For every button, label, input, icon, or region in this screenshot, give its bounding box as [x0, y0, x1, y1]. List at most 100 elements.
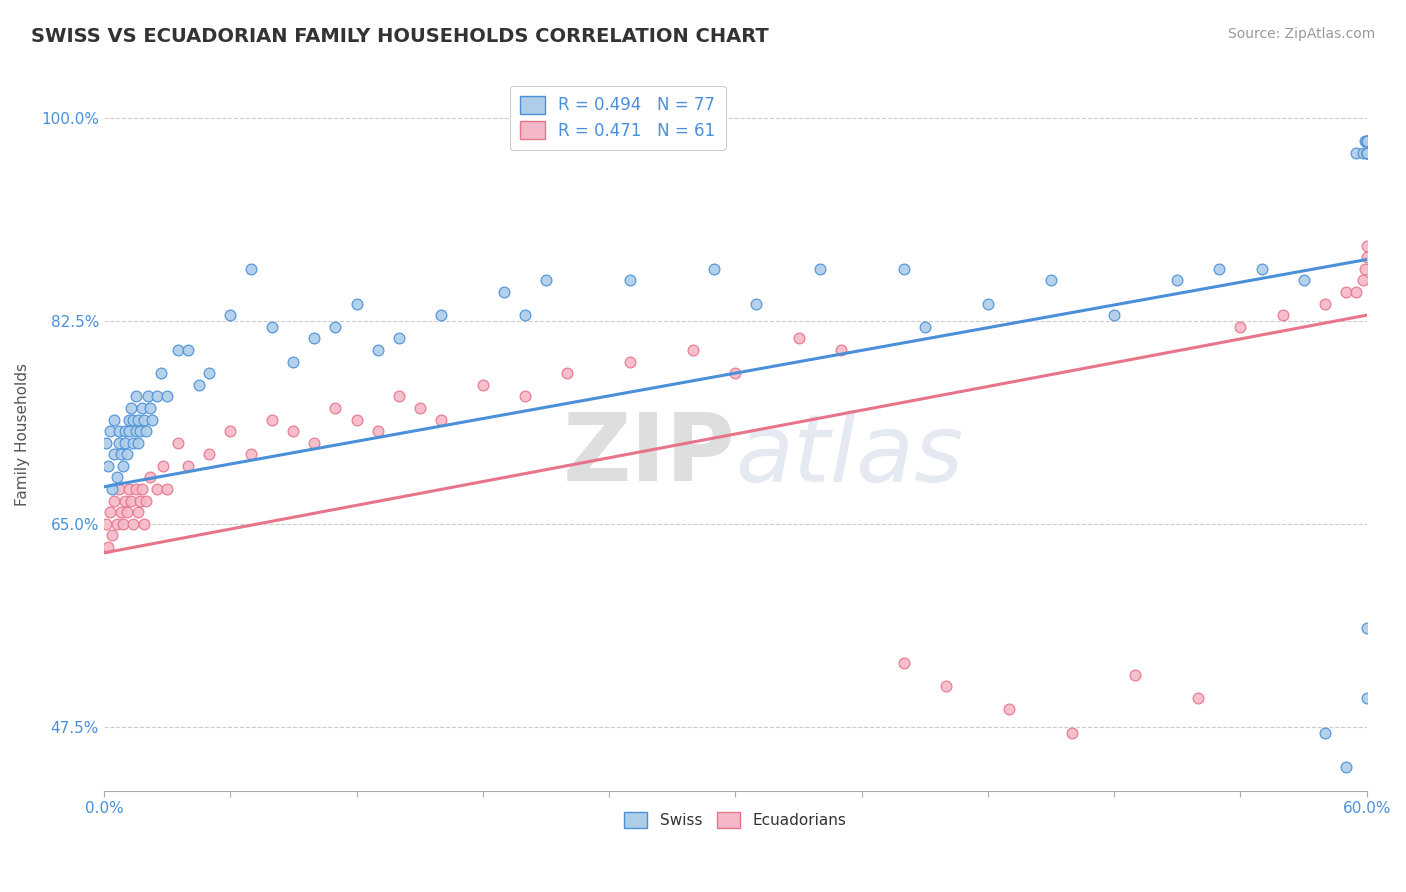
- Point: [1355, 250, 1378, 264]
- Point: [110, 447, 132, 461]
- Point: [187, 377, 209, 392]
- Point: [1354, 261, 1376, 276]
- Point: [110, 505, 132, 519]
- Point: [114, 435, 136, 450]
- Point: [1346, 285, 1368, 299]
- Point: [166, 343, 188, 357]
- Y-axis label: Family Households: Family Households: [15, 362, 30, 506]
- Point: [135, 493, 157, 508]
- Point: [156, 482, 179, 496]
- Point: [128, 493, 150, 508]
- Point: [1354, 134, 1376, 148]
- Text: SWISS VS ECUADORIAN FAMILY HOUSEHOLDS CORRELATION CHART: SWISS VS ECUADORIAN FAMILY HOUSEHOLDS CO…: [31, 27, 769, 45]
- Point: [262, 319, 284, 334]
- Point: [998, 702, 1021, 716]
- Point: [1355, 145, 1378, 160]
- Point: [1292, 273, 1315, 287]
- Point: [198, 366, 221, 380]
- Point: [893, 261, 915, 276]
- Point: [107, 424, 129, 438]
- Point: [429, 308, 451, 322]
- Point: [745, 296, 768, 310]
- Point: [122, 435, 145, 450]
- Point: [471, 377, 494, 392]
- Legend: Swiss, Ecuadorians: Swiss, Ecuadorians: [619, 805, 852, 834]
- Point: [101, 528, 124, 542]
- Point: [262, 412, 284, 426]
- Point: [619, 354, 641, 368]
- Point: [1355, 690, 1378, 705]
- Point: [1313, 725, 1336, 739]
- Point: [555, 366, 578, 380]
- Point: [105, 516, 128, 531]
- Point: [1313, 296, 1336, 310]
- Point: [1355, 134, 1378, 148]
- Point: [240, 447, 263, 461]
- Point: [388, 331, 411, 345]
- Point: [977, 296, 1000, 310]
- Point: [124, 389, 146, 403]
- Point: [97, 540, 120, 554]
- Point: [98, 424, 121, 438]
- Point: [830, 343, 852, 357]
- Point: [346, 296, 368, 310]
- Point: [682, 343, 704, 357]
- Point: [325, 319, 347, 334]
- Point: [1355, 134, 1378, 148]
- Point: [388, 389, 411, 403]
- Point: [101, 482, 124, 496]
- Point: [703, 261, 725, 276]
- Point: [513, 389, 536, 403]
- Point: [118, 482, 141, 496]
- Point: [1355, 134, 1378, 148]
- Point: [304, 331, 326, 345]
- Point: [111, 458, 134, 473]
- Point: [1355, 621, 1378, 635]
- Point: [124, 424, 146, 438]
- Point: [115, 447, 138, 461]
- Point: [1334, 285, 1357, 299]
- Point: [127, 412, 149, 426]
- Point: [219, 308, 242, 322]
- Point: [131, 482, 153, 496]
- Point: [1355, 145, 1378, 160]
- Point: [156, 389, 179, 403]
- Point: [1123, 667, 1146, 681]
- Point: [1334, 760, 1357, 774]
- Point: [283, 424, 305, 438]
- Point: [1166, 273, 1188, 287]
- Point: [145, 482, 167, 496]
- Point: [1351, 145, 1374, 160]
- Point: [914, 319, 936, 334]
- Point: [107, 435, 129, 450]
- Point: [198, 447, 221, 461]
- Point: [166, 435, 188, 450]
- Point: [619, 273, 641, 287]
- Point: [136, 389, 159, 403]
- Point: [103, 493, 125, 508]
- Point: [893, 656, 915, 670]
- Point: [325, 401, 347, 415]
- Point: [107, 482, 129, 496]
- Point: [114, 493, 136, 508]
- Point: [346, 412, 368, 426]
- Point: [127, 505, 149, 519]
- Point: [1208, 261, 1230, 276]
- Point: [120, 493, 142, 508]
- Point: [115, 505, 138, 519]
- Point: [132, 412, 155, 426]
- Point: [103, 447, 125, 461]
- Text: atlas: atlas: [735, 410, 963, 501]
- Point: [513, 308, 536, 322]
- Point: [534, 273, 557, 287]
- Point: [97, 458, 120, 473]
- Point: [240, 261, 263, 276]
- Point: [94, 516, 117, 531]
- Point: [103, 412, 125, 426]
- Point: [141, 412, 163, 426]
- Point: [98, 505, 121, 519]
- Point: [177, 343, 200, 357]
- Point: [114, 424, 136, 438]
- Point: [1346, 145, 1368, 160]
- Point: [1062, 725, 1084, 739]
